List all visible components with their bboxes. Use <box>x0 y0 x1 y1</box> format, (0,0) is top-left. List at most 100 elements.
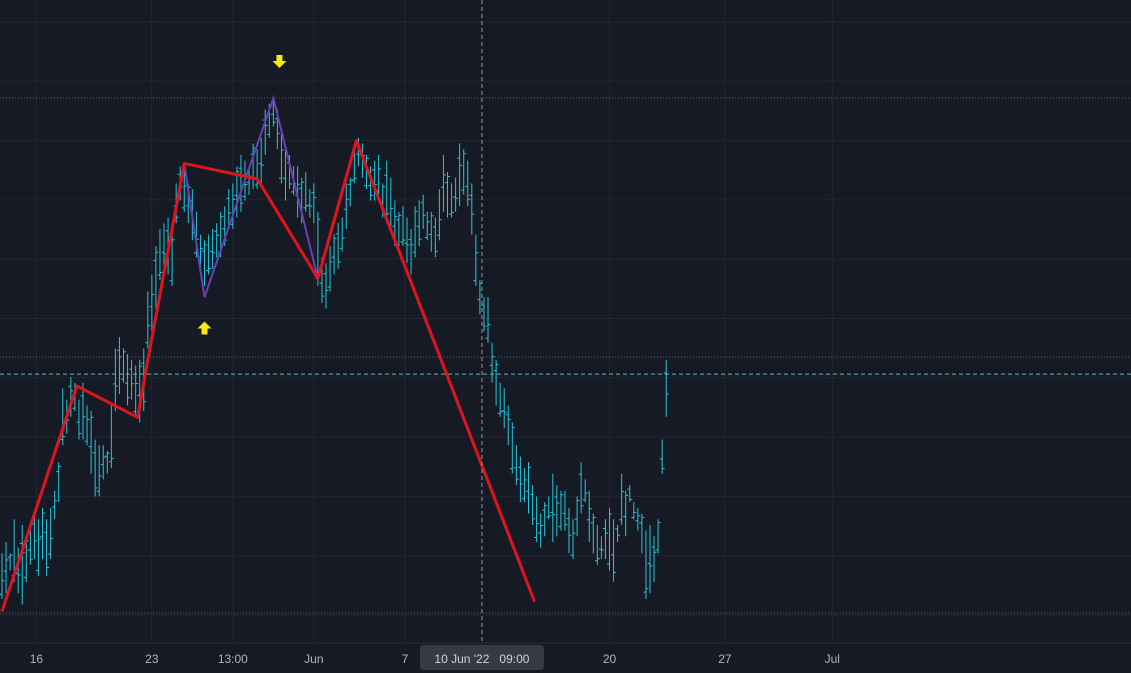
price-bar <box>206 234 212 275</box>
price-bar <box>372 160 378 201</box>
price-bar <box>457 143 463 207</box>
zigzag-line <box>0 139 536 612</box>
price-bar <box>582 479 588 503</box>
price-bar <box>521 468 527 503</box>
price-bar <box>68 376 74 417</box>
price-bar <box>112 348 118 412</box>
price-bar <box>428 211 434 252</box>
price-bar <box>408 228 414 275</box>
price-bar <box>307 189 313 218</box>
price-bar <box>278 132 284 184</box>
price-bar <box>376 154 382 195</box>
time-tick-label: Jun <box>304 652 323 666</box>
price-bar <box>44 519 50 577</box>
price-bar <box>0 553 5 599</box>
price-bar <box>40 507 45 560</box>
price-bar <box>631 502 637 520</box>
price-bar <box>651 536 657 582</box>
price-bar <box>48 507 54 560</box>
price-bar <box>364 154 369 190</box>
price-bar <box>627 485 633 503</box>
price-bar <box>517 456 523 503</box>
price-bar <box>169 234 175 286</box>
price-bar <box>453 177 459 212</box>
price-bar <box>635 507 641 531</box>
price-bar <box>578 462 584 514</box>
time-tick-label: Jul <box>825 652 840 666</box>
price-bar <box>542 502 548 537</box>
price-bar <box>52 490 58 520</box>
price-bar <box>481 297 487 332</box>
price-bar <box>230 183 236 229</box>
time-tick-label: 27 <box>718 652 732 666</box>
price-bar <box>590 513 596 554</box>
price-bar <box>598 536 604 560</box>
price-bar <box>270 98 276 127</box>
price-bar <box>473 234 479 286</box>
crosshair-time-pill-bg <box>419 645 544 670</box>
signal-markers <box>197 55 287 335</box>
price-bar <box>602 519 608 560</box>
price-bar <box>440 154 446 212</box>
price-bar <box>526 462 531 514</box>
price-bar <box>623 490 629 537</box>
price-bar <box>505 405 511 446</box>
price-bar <box>226 189 232 229</box>
price-bar <box>469 183 475 235</box>
price-bar <box>412 206 418 258</box>
price-bar <box>586 490 592 542</box>
time-tick-label: 23 <box>145 652 159 666</box>
price-bar <box>550 473 556 542</box>
price-bar <box>181 172 187 212</box>
price-bar <box>659 439 665 474</box>
price-bar <box>619 473 625 525</box>
price-bar <box>485 297 491 343</box>
price-bar <box>530 485 536 525</box>
time-tick-label: 20 <box>603 652 617 666</box>
price-bar <box>27 530 33 565</box>
price-bar <box>424 211 430 241</box>
price-bar <box>534 496 540 542</box>
price-bar <box>404 217 410 264</box>
price-bar <box>108 405 114 468</box>
time-axis: 16 23 13:00 Jun 7 20 27 Jul <box>0 642 1131 666</box>
horizontal-levels <box>0 97 1131 614</box>
price-bar <box>153 246 159 309</box>
time-tick-label: 7 <box>402 652 409 666</box>
price-bar <box>562 490 568 531</box>
price-bar <box>35 519 41 577</box>
price-bar <box>643 530 649 599</box>
price-bars <box>0 98 669 605</box>
price-bar <box>56 462 62 503</box>
price-bar <box>396 211 402 246</box>
time-tick-label: 13:00 <box>218 652 248 666</box>
price-bar <box>121 348 126 383</box>
price-bar <box>327 246 333 292</box>
price-bar <box>129 359 135 400</box>
price-bar <box>611 519 617 582</box>
price-bar <box>331 234 337 275</box>
price-bar <box>238 154 244 212</box>
price-bar <box>416 200 422 246</box>
price-bar <box>7 553 13 571</box>
price-bar <box>497 382 503 417</box>
price-bar <box>96 445 102 497</box>
price-bar <box>461 149 467 195</box>
price-bar <box>323 263 329 309</box>
price-bar <box>513 445 519 486</box>
price-bar <box>432 217 438 258</box>
price-bar <box>258 137 264 184</box>
grid <box>0 0 1131 643</box>
price-bar <box>570 519 576 560</box>
price-bar <box>566 507 572 554</box>
crosshair <box>0 0 1131 643</box>
price-bar <box>100 445 106 480</box>
price-bar <box>339 217 345 252</box>
price-bar <box>384 160 390 224</box>
price-bar <box>311 183 317 224</box>
price-bar <box>76 399 82 440</box>
price-bar <box>449 183 455 218</box>
price-bar <box>84 405 90 446</box>
